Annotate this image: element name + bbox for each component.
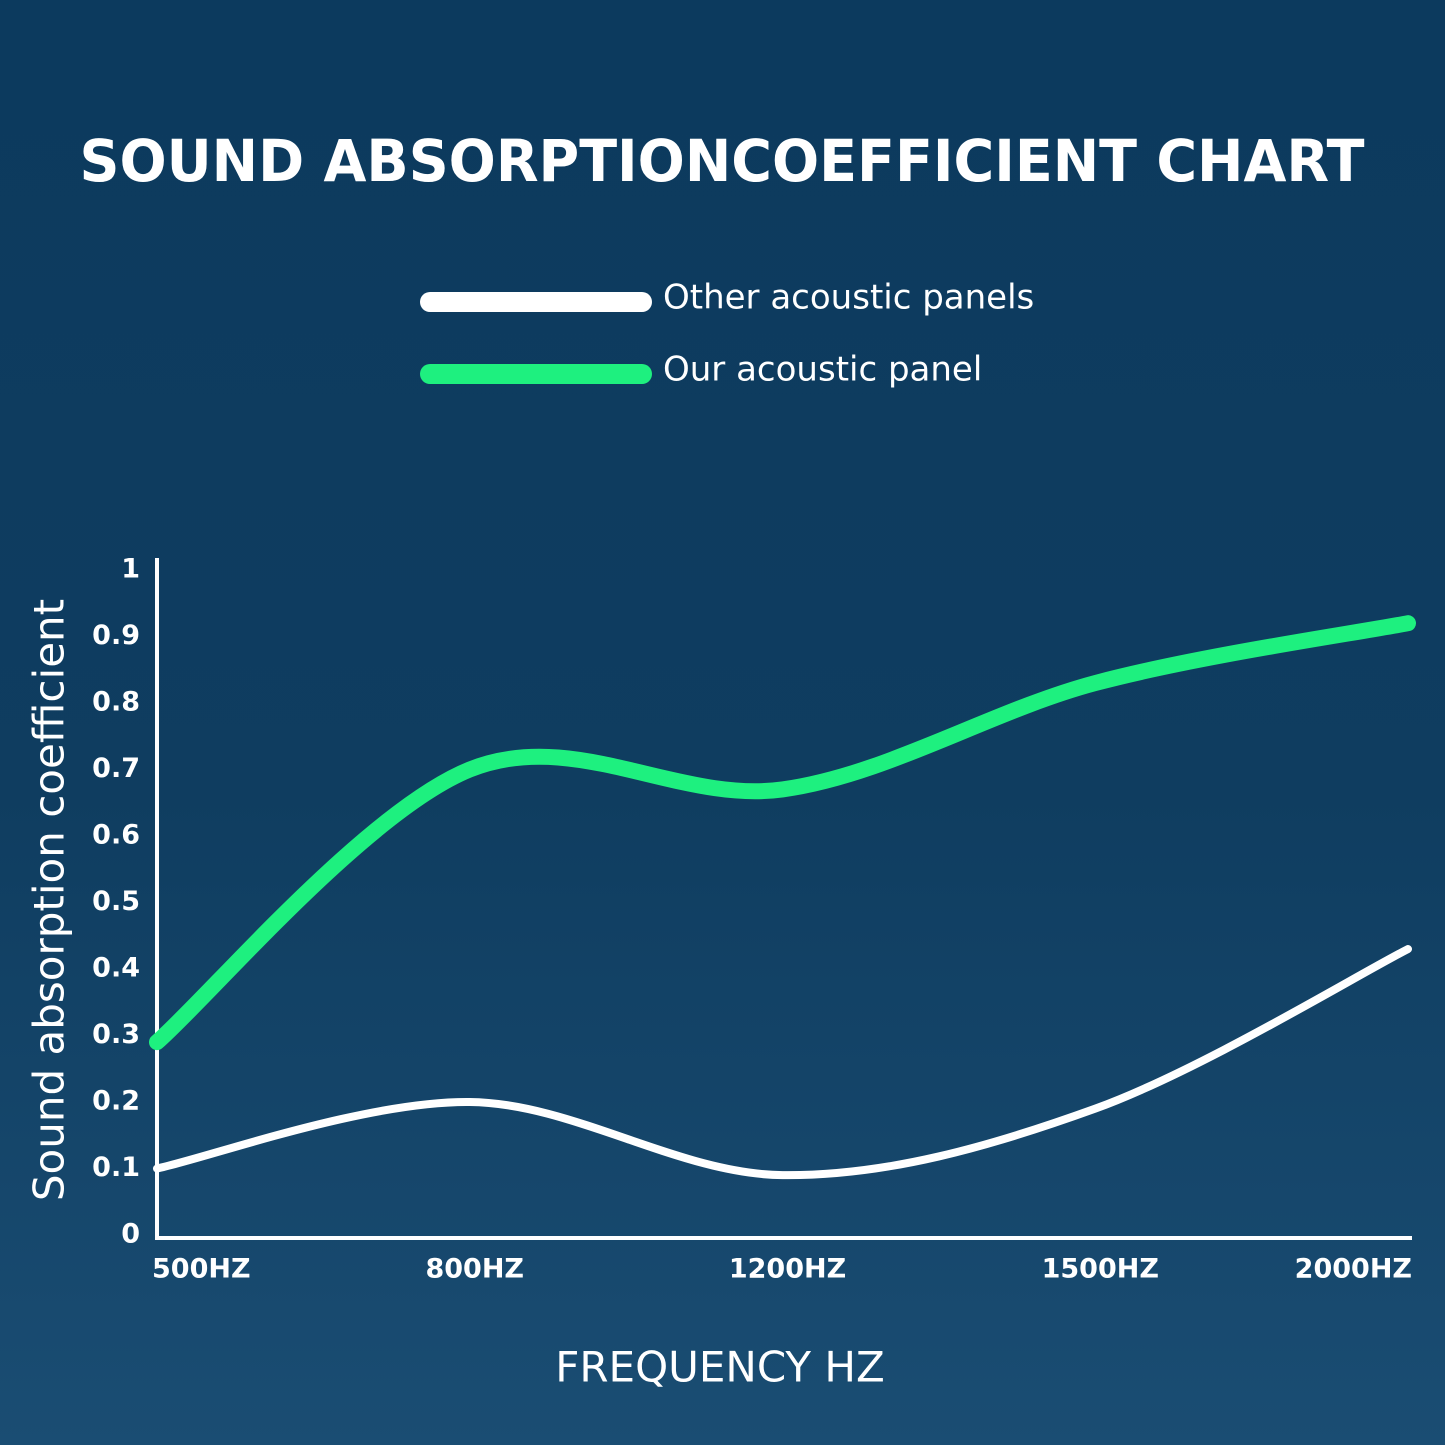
y-tick-label: 0.7 xyxy=(92,753,140,784)
y-tick-label: 0.8 xyxy=(92,687,140,718)
legend-label: Other acoustic panels xyxy=(663,278,1034,318)
chart-title: SOUND ABSORPTIONCOEFFICIENT CHART xyxy=(80,127,1365,195)
x-tick-label: 800HZ xyxy=(425,1254,524,1285)
x-axis-title: FREQUENCY HZ xyxy=(555,1343,885,1392)
x-tick-label: 2000HZ xyxy=(1295,1254,1412,1285)
y-axis-title: Sound absorption coefficient xyxy=(25,599,74,1201)
x-tick-label: 500HZ xyxy=(152,1254,251,1285)
legend-label: Our acoustic panel xyxy=(663,350,982,390)
y-tick-label: 0.6 xyxy=(92,820,140,851)
y-tick-label: 0 xyxy=(121,1219,140,1250)
x-tick-label: 1200HZ xyxy=(729,1254,846,1285)
y-tick-label: 0.4 xyxy=(92,953,140,984)
series-line xyxy=(153,945,1412,1180)
y-tick-label: 0.1 xyxy=(92,1152,140,1183)
y-tick-label: 0.3 xyxy=(92,1019,140,1050)
series-line xyxy=(149,615,1416,1051)
y-tick-label: 1 xyxy=(121,554,140,585)
y-tick-label: 0.2 xyxy=(92,1086,140,1117)
y-tick-label: 0.9 xyxy=(92,620,140,651)
y-tick-label: 0.5 xyxy=(92,886,140,917)
x-tick-label: 1500HZ xyxy=(1042,1254,1159,1285)
